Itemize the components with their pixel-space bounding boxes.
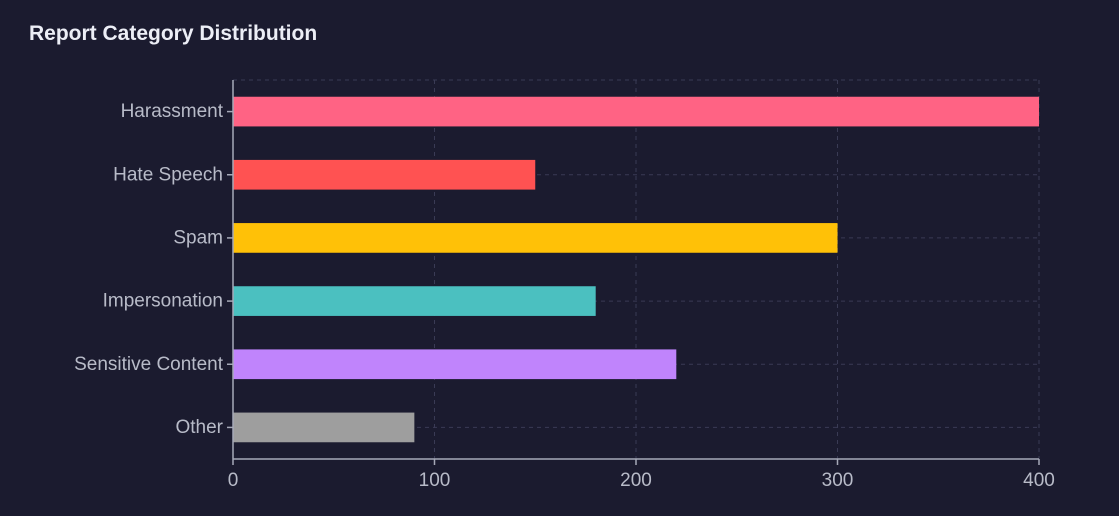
bar-spam[interactable] bbox=[233, 223, 838, 253]
y-tick-label: Sensitive Content bbox=[74, 354, 224, 375]
x-tick-label: 0 bbox=[228, 470, 239, 491]
bar-other[interactable] bbox=[233, 412, 415, 443]
bar-impersonation[interactable] bbox=[233, 286, 596, 316]
bar-harassment[interactable] bbox=[233, 96, 1039, 127]
y-tick-labels: Harassment Hate Speech Spam Impersonation Se… bbox=[74, 101, 233, 438]
x-tick-labels: 0 100 200 300 400 bbox=[228, 459, 1055, 491]
y-tick-label: Spam bbox=[173, 227, 223, 248]
grid-lines bbox=[233, 79, 1040, 459]
x-tick-label: 200 bbox=[620, 470, 652, 491]
y-tick-label: Hate Speech bbox=[113, 164, 223, 185]
x-tick-label: 300 bbox=[822, 470, 854, 491]
y-tick-label: Harassment bbox=[121, 101, 224, 122]
bar-hate-speech[interactable] bbox=[233, 159, 536, 190]
x-tick-label: 100 bbox=[419, 470, 451, 491]
y-tick-label: Impersonation bbox=[103, 291, 223, 312]
x-tick-label: 400 bbox=[1023, 470, 1055, 491]
chart-title: Report Category Distribution bbox=[29, 22, 318, 45]
bars bbox=[233, 96, 1039, 443]
bar-sensitive-content[interactable] bbox=[233, 349, 677, 380]
y-tick-label: Other bbox=[175, 417, 223, 438]
